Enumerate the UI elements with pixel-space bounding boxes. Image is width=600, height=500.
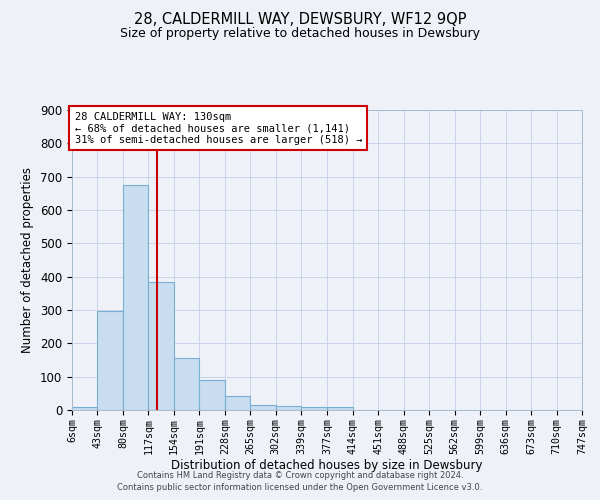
Bar	[328, 408, 353, 410]
Bar	[123, 185, 148, 410]
Text: Size of property relative to detached houses in Dewsbury: Size of property relative to detached ho…	[120, 28, 480, 40]
Bar	[97, 312, 123, 410]
Bar	[174, 358, 199, 410]
Bar	[72, 408, 97, 410]
Y-axis label: Number of detached properties: Number of detached properties	[22, 167, 34, 353]
Text: 28, CALDERMILL WAY, DEWSBURY, WF12 9QP: 28, CALDERMILL WAY, DEWSBURY, WF12 9QP	[134, 12, 466, 28]
Bar	[276, 406, 301, 410]
Text: 28 CALDERMILL WAY: 130sqm
← 68% of detached houses are smaller (1,141)
31% of se: 28 CALDERMILL WAY: 130sqm ← 68% of detac…	[74, 112, 362, 144]
Bar	[301, 406, 328, 410]
Bar	[225, 396, 250, 410]
Bar	[199, 380, 225, 410]
Bar	[250, 406, 276, 410]
Bar	[148, 282, 174, 410]
X-axis label: Distribution of detached houses by size in Dewsbury: Distribution of detached houses by size …	[171, 459, 483, 472]
Text: Contains HM Land Registry data © Crown copyright and database right 2024.
Contai: Contains HM Land Registry data © Crown c…	[118, 471, 482, 492]
